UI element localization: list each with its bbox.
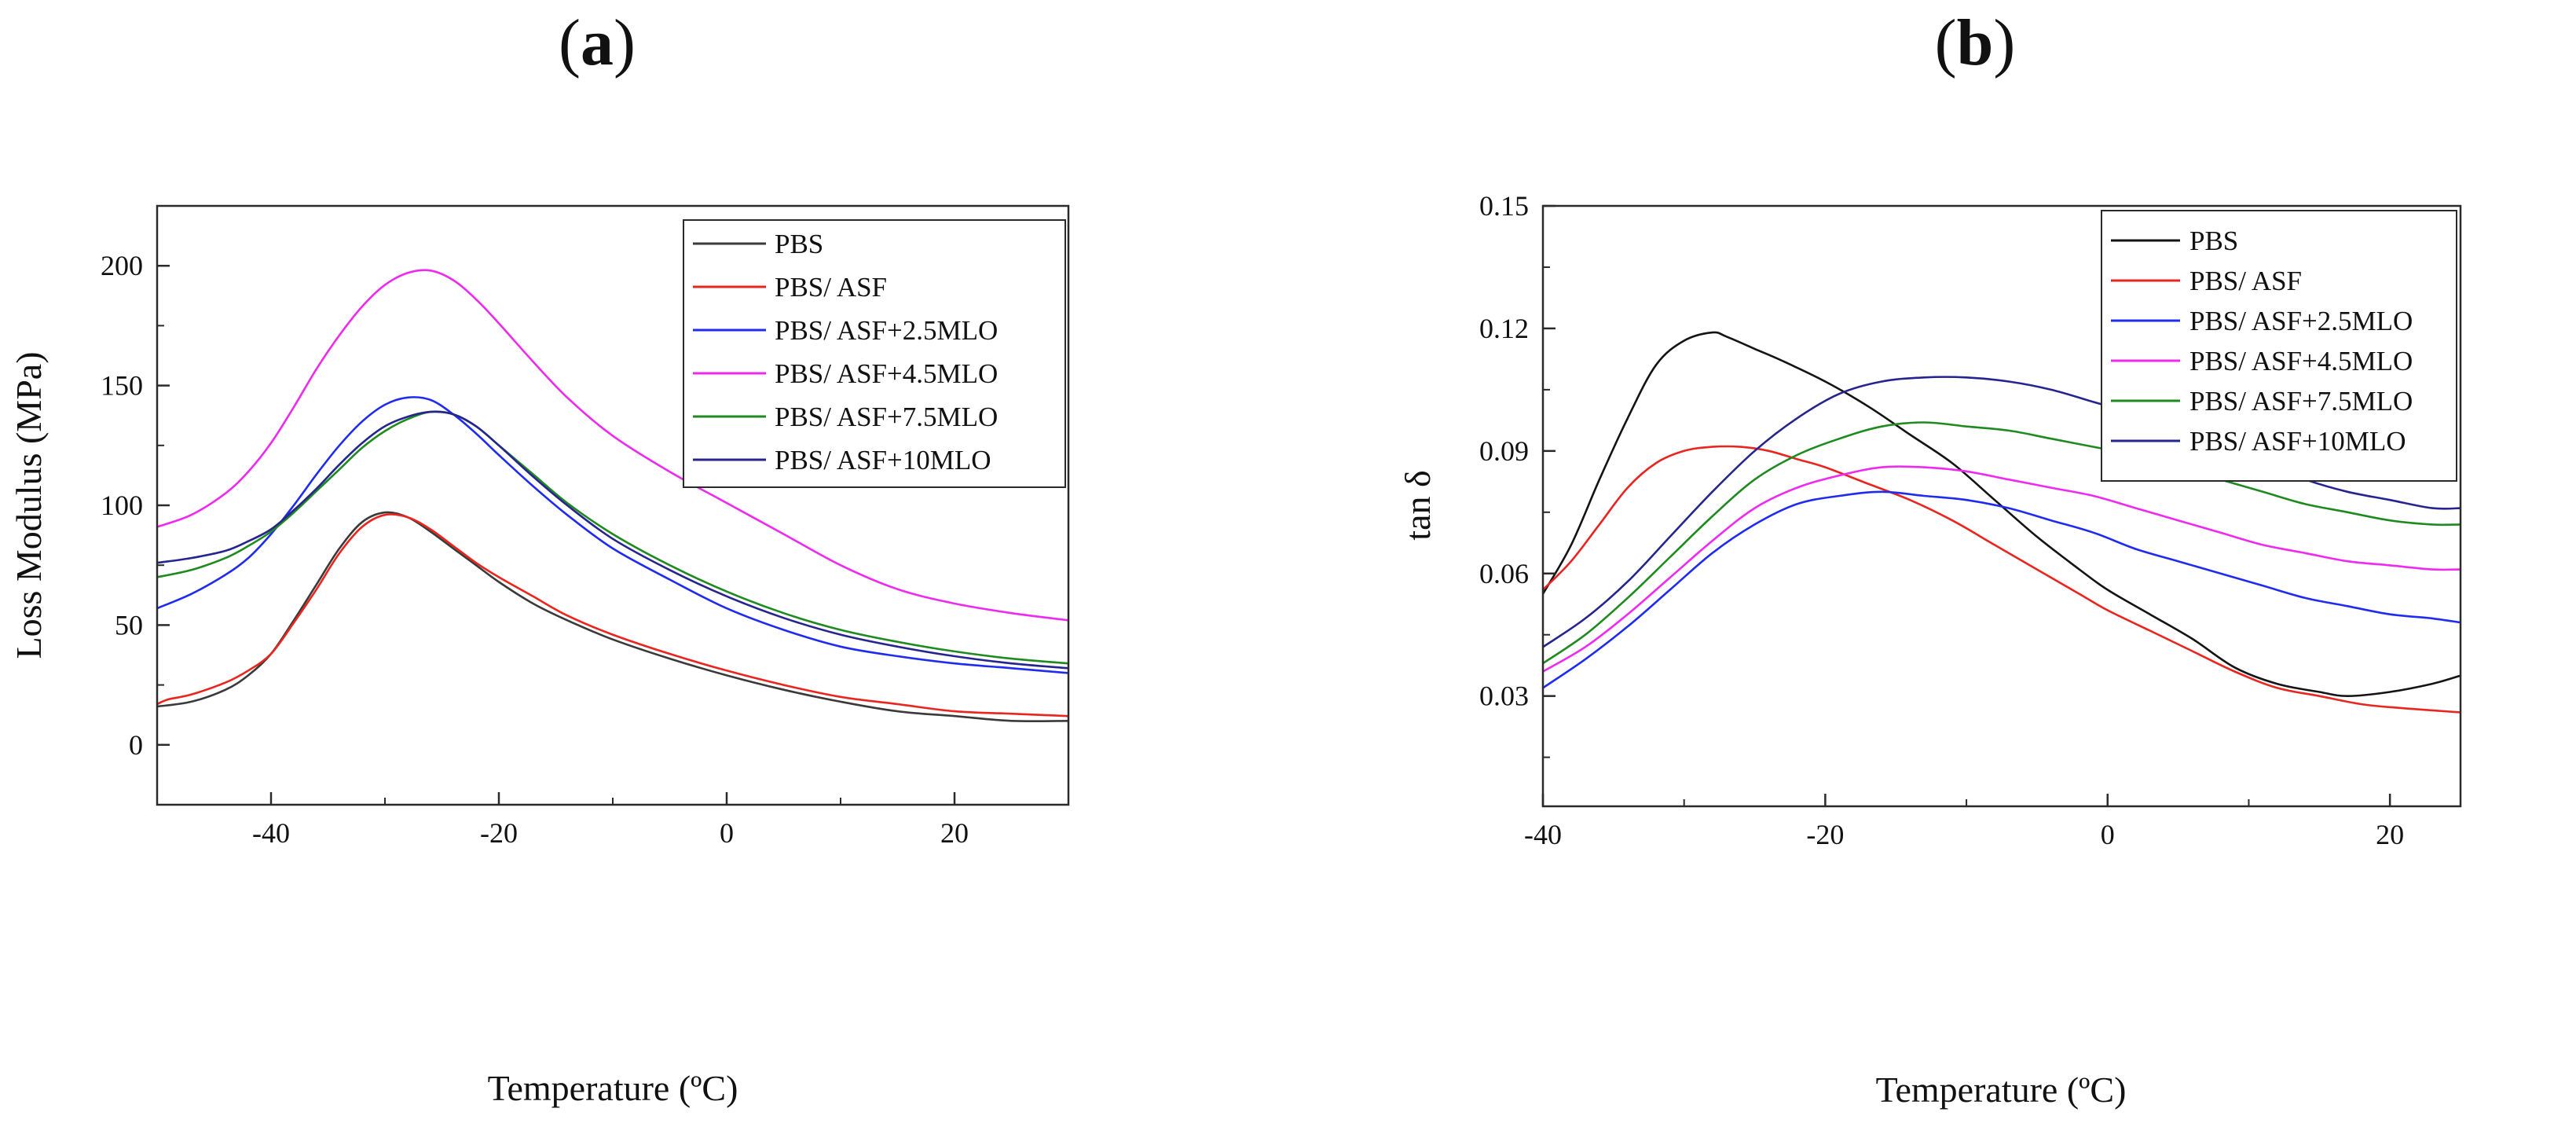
chart-a-y-tick-label: 100 (101, 490, 143, 521)
chart-b-series-group (1541, 331, 2461, 714)
chart-a-y-tick-label: 200 (101, 250, 143, 281)
chart-a-y-tick-label: 150 (101, 370, 143, 402)
panel-label-a: (a) (559, 6, 636, 79)
chart-a-x-tick-label: 0 (720, 817, 734, 849)
chart-b-legend-label-5: PBS/ ASF+7.5MLO (2189, 386, 2413, 417)
chart-b-series-line-4 (1542, 465, 2461, 673)
chart-b-legend-label-2: PBS/ ASF (2189, 266, 2302, 296)
chart-b-y-axis-title: tan δ (1398, 470, 1438, 540)
chart-b-x-tick-label: 0 (2101, 819, 2115, 850)
chart-b-y-tick-label: 0.03 (1479, 681, 1529, 712)
chart-a-legend-label-6: PBS/ ASF+10MLO (775, 445, 991, 475)
chart-b-series-line-2 (1542, 445, 2461, 714)
chart-a-legend-label-2: PBS/ ASF (775, 272, 887, 303)
chart-a-legend-label-3: PBS/ ASF+2.5MLO (775, 315, 998, 346)
chart-b-x-axis-title: Temperature (ºC) (1876, 1070, 2127, 1110)
chart-a-legend-label-1: PBS (775, 229, 823, 259)
chart-a-legend-label-4: PBS/ ASF+4.5MLO (775, 358, 998, 389)
chart-b-legend: PBS PBS/ ASF PBS/ ASF+2.5MLO PBS/ ASF+4.5ML… (2101, 210, 2457, 482)
chart-b-y-tick-label: 0.09 (1479, 435, 1529, 467)
chart-b-x-tick-label: -40 (1524, 819, 1562, 850)
chart-a-y-tick-label: 0 (129, 729, 143, 761)
panel-label-b: (b) (1935, 6, 2016, 79)
chart-b-y-tick-label: 0.15 (1479, 190, 1529, 222)
chart-b: -40 -20 0 20 0.03 0.06 0.09 0.12 0.15 Temperatur… (1398, 190, 2462, 1110)
chart-b-y-tick-label: 0.06 (1479, 558, 1529, 589)
chart-a-x-axis-title: Temperature (ºC) (488, 1068, 738, 1108)
chart-a-series-line-6 (156, 410, 1069, 670)
chart-b-series-line-1 (1541, 331, 2461, 697)
chart-b-x-tick-label: -20 (1806, 819, 1844, 850)
chart-b-ticks-group: -40 -20 0 20 0.03 0.06 0.09 0.12 0.15 (1479, 190, 2404, 850)
chart-a-x-tick-label: -40 (252, 817, 290, 849)
chart-a-series-group (156, 269, 1069, 723)
chart-a-series-line-4 (156, 269, 1069, 622)
chart-a-y-tick-label: 50 (115, 609, 143, 640)
chart-a-x-tick-label: -20 (480, 817, 518, 849)
chart-b-series-line-3 (1542, 490, 2461, 689)
chart-b-legend-label-4: PBS/ ASF+4.5MLO (2189, 346, 2413, 376)
chart-b-x-tick-label: 20 (2376, 819, 2404, 850)
chart-a-y-axis-title: Loss Modulus (MPa) (9, 351, 49, 659)
chart-b-plot-frame (1541, 204, 2462, 808)
chart-b-legend-label-1: PBS (2189, 226, 2238, 256)
chart-a-legend-box (683, 219, 1066, 488)
chart-b-series-line-5 (1542, 421, 2461, 665)
chart-a-series-line-2 (156, 513, 1069, 717)
chart-a-legend: PBS PBS/ ASF PBS/ ASF+2.5MLO PBS/ ASF+4.5ML… (683, 219, 1066, 488)
chart-a-x-tick-label: 20 (940, 817, 969, 849)
chart-b-legend-box (2101, 210, 2457, 482)
chart-b-legend-label-3: PBS/ ASF+2.5MLO (2189, 306, 2413, 336)
chart-b-series-line-6 (1542, 376, 2461, 648)
chart-b-y-tick-label: 0.12 (1479, 313, 1529, 344)
chart-a-legend-label-5: PBS/ ASF+7.5MLO (775, 402, 998, 432)
chart-b-legend-label-6: PBS/ ASF+10MLO (2189, 426, 2406, 457)
